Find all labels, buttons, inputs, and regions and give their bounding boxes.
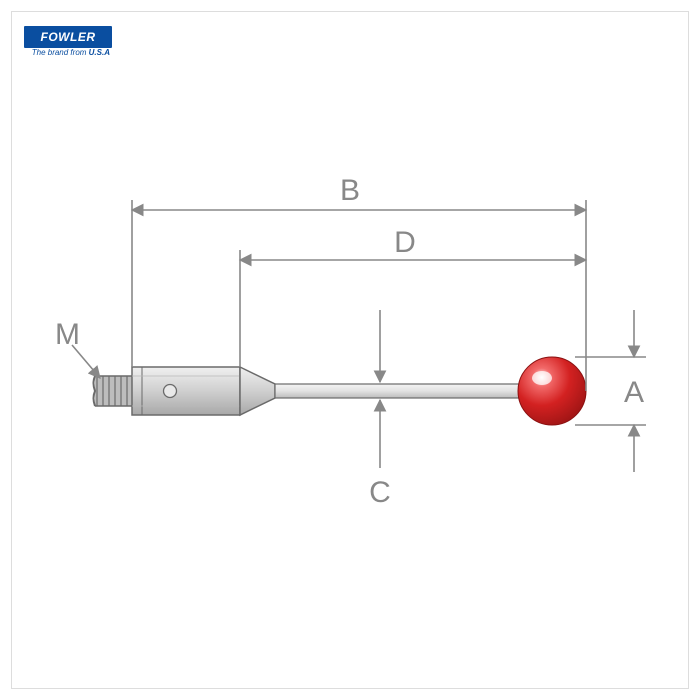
- dimension-diagram: B D C A M: [0, 0, 700, 700]
- label-M: M: [55, 318, 80, 351]
- label-D: D: [394, 226, 416, 259]
- label-C: C: [369, 476, 391, 509]
- body-section: [132, 367, 240, 415]
- label-A: A: [624, 376, 644, 409]
- dimension-lines: [72, 200, 646, 472]
- stem-section: [275, 384, 525, 398]
- label-B: B: [340, 174, 360, 207]
- ruby-ball: [518, 357, 586, 425]
- taper-section: [240, 367, 275, 415]
- thread-section: [94, 376, 133, 406]
- ball-specular: [532, 371, 552, 385]
